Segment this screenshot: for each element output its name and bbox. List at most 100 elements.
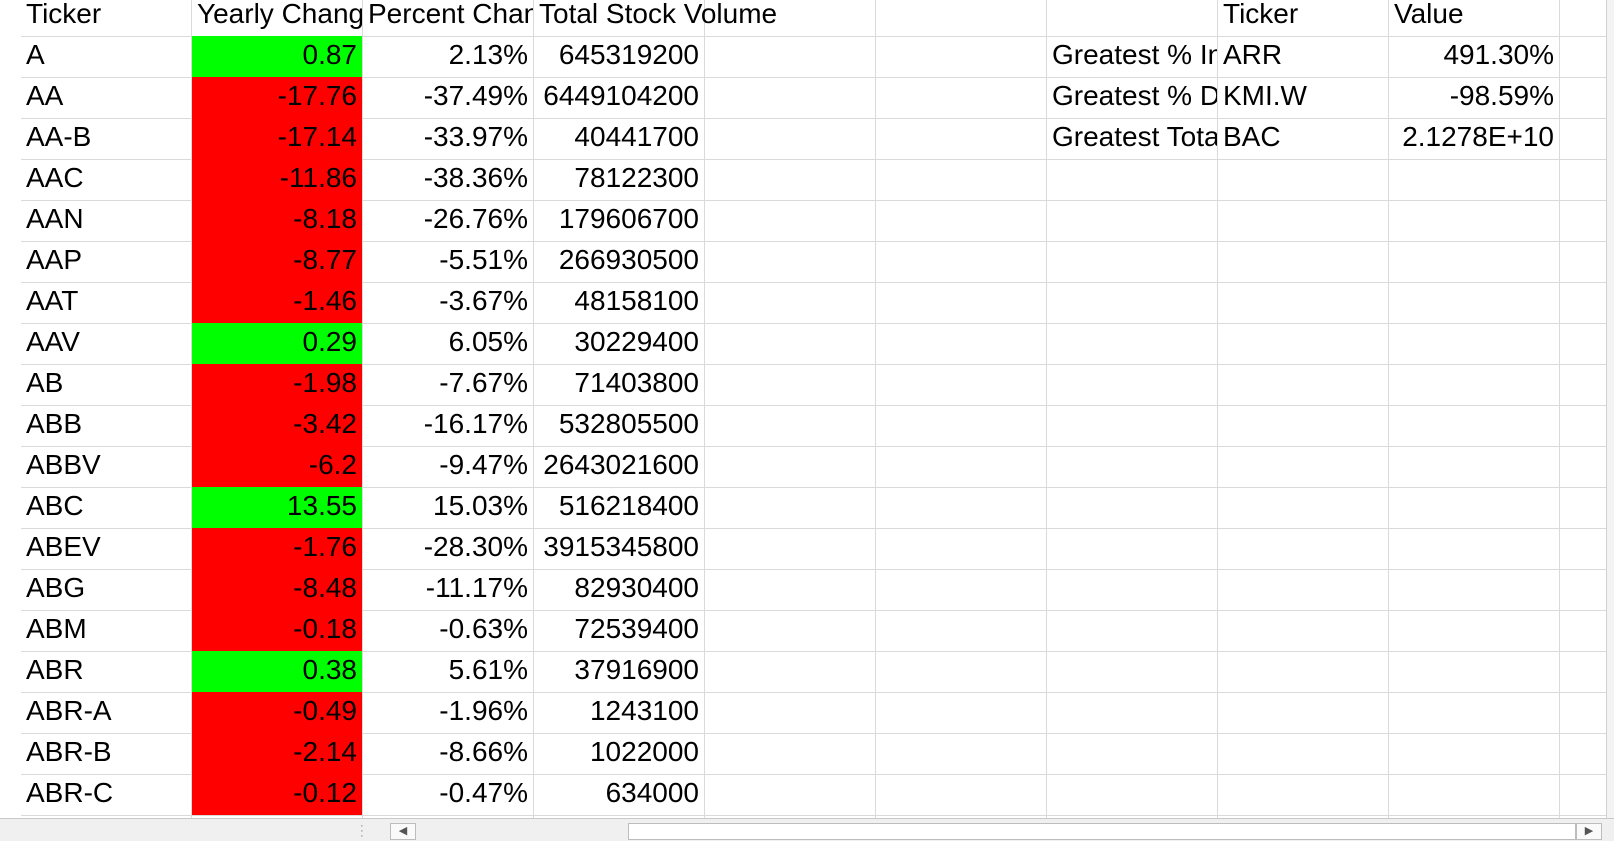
- cell-f[interactable]: [876, 77, 1047, 119]
- cell-g[interactable]: [1047, 610, 1218, 652]
- yearly-change-cell[interactable]: -17.76: [192, 77, 363, 119]
- cell-e[interactable]: [705, 36, 876, 78]
- cell-i[interactable]: [1389, 528, 1560, 570]
- percent-change-cell[interactable]: -11.17%: [363, 569, 534, 611]
- summary-ticker-cell[interactable]: ARR: [1218, 36, 1389, 78]
- cell-j[interactable]: [1560, 569, 1614, 611]
- cell-h[interactable]: [1218, 323, 1389, 365]
- cell-j[interactable]: [1560, 323, 1614, 365]
- cell-f[interactable]: [876, 692, 1047, 734]
- cell-e[interactable]: [705, 282, 876, 324]
- cell-e[interactable]: [705, 651, 876, 693]
- ticker-cell[interactable]: ABR: [21, 651, 192, 693]
- total-volume-cell[interactable]: 40441700: [534, 118, 705, 160]
- cell-f[interactable]: [876, 200, 1047, 242]
- yearly-change-cell[interactable]: -2.14: [192, 733, 363, 775]
- cell-j[interactable]: [1560, 692, 1614, 734]
- cell-i[interactable]: [1389, 446, 1560, 488]
- cell-e[interactable]: [705, 815, 876, 818]
- total-volume-cell[interactable]: 30229400: [534, 323, 705, 365]
- percent-change-cell[interactable]: -5.51%: [363, 241, 534, 283]
- cell-i[interactable]: [1389, 692, 1560, 734]
- cell-g[interactable]: [1047, 733, 1218, 775]
- yearly-change-cell[interactable]: -8.77: [192, 241, 363, 283]
- ticker-cell[interactable]: ABR-A: [21, 692, 192, 734]
- cell-e[interactable]: [705, 774, 876, 816]
- scroll-right-icon[interactable]: ▶: [1576, 823, 1602, 840]
- cell-f[interactable]: [876, 528, 1047, 570]
- total-volume-cell[interactable]: 645319200: [534, 36, 705, 78]
- cell-f[interactable]: [876, 569, 1047, 611]
- cell-i[interactable]: [1389, 815, 1560, 818]
- cell-h[interactable]: [1218, 282, 1389, 324]
- summary-label-cell[interactable]: Greatest Total Volume: [1047, 118, 1218, 160]
- cell-c[interactable]: [363, 815, 534, 818]
- yearly-change-cell[interactable]: 0.38: [192, 651, 363, 693]
- cell-i[interactable]: [1389, 569, 1560, 611]
- ticker-cell[interactable]: ABBV: [21, 446, 192, 488]
- header-total-stock-volume[interactable]: Total Stock Volume: [534, 0, 777, 37]
- total-volume-cell[interactable]: 516218400: [534, 487, 705, 529]
- yearly-change-cell[interactable]: -17.14: [192, 118, 363, 160]
- cell-f[interactable]: [876, 364, 1047, 406]
- header-summary-value[interactable]: Value: [1389, 0, 1560, 37]
- cell-e[interactable]: [705, 528, 876, 570]
- yearly-change-cell[interactable]: 0.29: [192, 323, 363, 365]
- cell-e[interactable]: [705, 692, 876, 734]
- cell-j[interactable]: [1560, 733, 1614, 775]
- total-volume-cell[interactable]: 6449104200: [534, 77, 705, 119]
- cell-h[interactable]: [1218, 774, 1389, 816]
- cell-f[interactable]: [876, 36, 1047, 78]
- summary-label-cell[interactable]: Greatest % Decrease: [1047, 77, 1218, 119]
- percent-change-cell[interactable]: -26.76%: [363, 200, 534, 242]
- total-volume-cell[interactable]: 1022000: [534, 733, 705, 775]
- cell-h[interactable]: [1218, 446, 1389, 488]
- cell-j[interactable]: [1560, 651, 1614, 693]
- cell-j[interactable]: [1560, 118, 1614, 160]
- percent-change-cell[interactable]: -9.47%: [363, 446, 534, 488]
- cell-j[interactable]: [1560, 36, 1614, 78]
- cell-f[interactable]: [876, 118, 1047, 160]
- cell-e[interactable]: [705, 733, 876, 775]
- cell-g[interactable]: [1047, 651, 1218, 693]
- total-volume-cell[interactable]: 1243100: [534, 692, 705, 734]
- cell-f[interactable]: [876, 446, 1047, 488]
- header-yearly-change[interactable]: Yearly Change: [192, 0, 363, 37]
- yearly-change-cell[interactable]: -1.76: [192, 528, 363, 570]
- cell-i[interactable]: [1389, 323, 1560, 365]
- cell-f[interactable]: [876, 815, 1047, 818]
- header-ticker[interactable]: Ticker: [21, 0, 192, 37]
- cell-h[interactable]: [1218, 815, 1389, 818]
- cell-g[interactable]: [1047, 282, 1218, 324]
- vertical-scrollbar[interactable]: [1606, 0, 1614, 818]
- total-volume-cell[interactable]: 48158100: [534, 282, 705, 324]
- yearly-change-cell[interactable]: -11.86: [192, 159, 363, 201]
- total-volume-cell[interactable]: 78122300: [534, 159, 705, 201]
- percent-change-cell[interactable]: -28.30%: [363, 528, 534, 570]
- cell-e[interactable]: [705, 200, 876, 242]
- ticker-cell[interactable]: A: [21, 36, 192, 78]
- cell-j[interactable]: [1560, 446, 1614, 488]
- ticker-cell[interactable]: AAP: [21, 241, 192, 283]
- cell-j[interactable]: [1560, 241, 1614, 283]
- cell-h[interactable]: [1218, 200, 1389, 242]
- summary-label-cell[interactable]: Greatest % Increase: [1047, 36, 1218, 78]
- cell-f[interactable]: [876, 487, 1047, 529]
- cell-j[interactable]: [1560, 774, 1614, 816]
- total-volume-cell[interactable]: 3915345800: [534, 528, 705, 570]
- header-percent-change[interactable]: Percent Change: [363, 0, 534, 37]
- cell-f[interactable]: [876, 774, 1047, 816]
- header-summary-ticker[interactable]: Ticker: [1218, 0, 1389, 37]
- cell-f[interactable]: [876, 610, 1047, 652]
- percent-change-cell[interactable]: 2.13%: [363, 36, 534, 78]
- cell-g[interactable]: [1047, 487, 1218, 529]
- total-volume-cell[interactable]: 37916900: [534, 651, 705, 693]
- cell-e[interactable]: [705, 77, 876, 119]
- cell-i[interactable]: [1389, 159, 1560, 201]
- cell-h[interactable]: [1218, 651, 1389, 693]
- cell-h[interactable]: [1218, 487, 1389, 529]
- ticker-cell[interactable]: ABC: [21, 487, 192, 529]
- scroll-left-icon[interactable]: ◀: [390, 823, 416, 840]
- percent-change-cell[interactable]: 6.05%: [363, 323, 534, 365]
- cell-i[interactable]: [1389, 487, 1560, 529]
